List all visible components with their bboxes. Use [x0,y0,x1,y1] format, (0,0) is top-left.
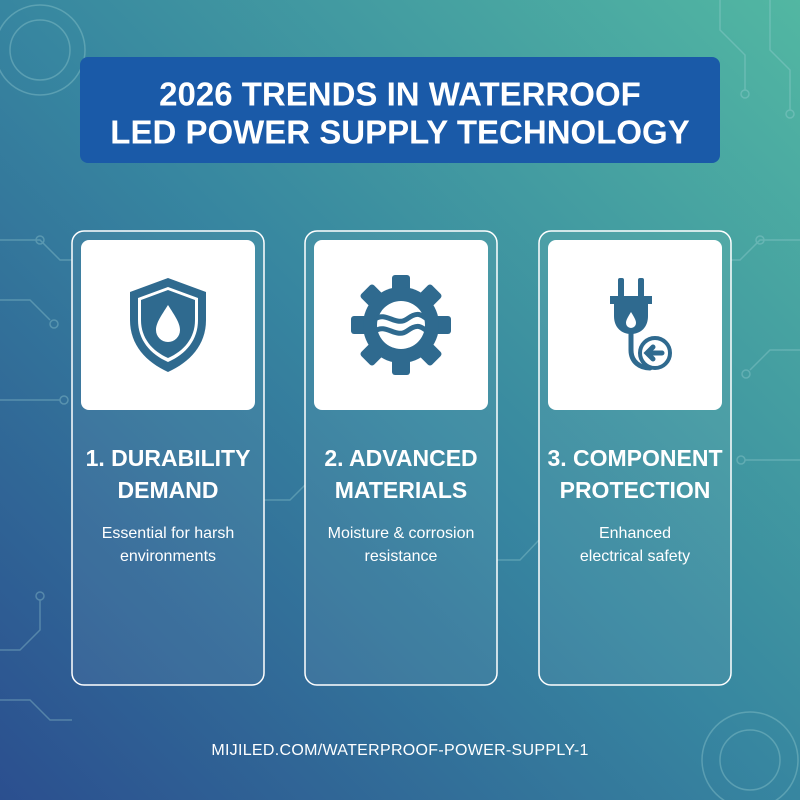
title-box [80,57,720,163]
card-title: 1. DURABILITY [86,445,251,471]
shield-icon [130,278,206,372]
card-description: electrical safety [580,548,690,565]
card-title: 2. ADVANCED [324,445,477,471]
card-title: DEMAND [118,477,219,503]
card-description: environments [120,548,216,565]
card-description: Essential for harsh [102,525,235,542]
card-title: 3. COMPONENT [547,445,722,471]
card: 2. ADVANCED MATERIALS Moisture & corrosi… [304,230,498,686]
card: 3. COMPONENT PROTECTION Enhanced electri… [538,230,732,686]
card-title: PROTECTION [560,477,711,503]
gear-icon [351,275,451,375]
title-line: 2026 TRENDS IN WATERROOF [159,76,641,113]
title-line: LED POWER SUPPLY TECHNOLOGY [110,114,689,151]
card-title: MATERIALS [335,477,467,503]
plug-icon [610,278,672,371]
card-description: resistance [365,548,438,565]
footer-url: MIJILED.COM/WATERPROOF-POWER-SUPPLY-1 [211,742,588,759]
card: 1. DURABILITY DEMAND Essential for harsh… [71,230,265,686]
card-description: Moisture & corrosion [328,525,475,542]
card-description: Enhanced [599,525,671,542]
